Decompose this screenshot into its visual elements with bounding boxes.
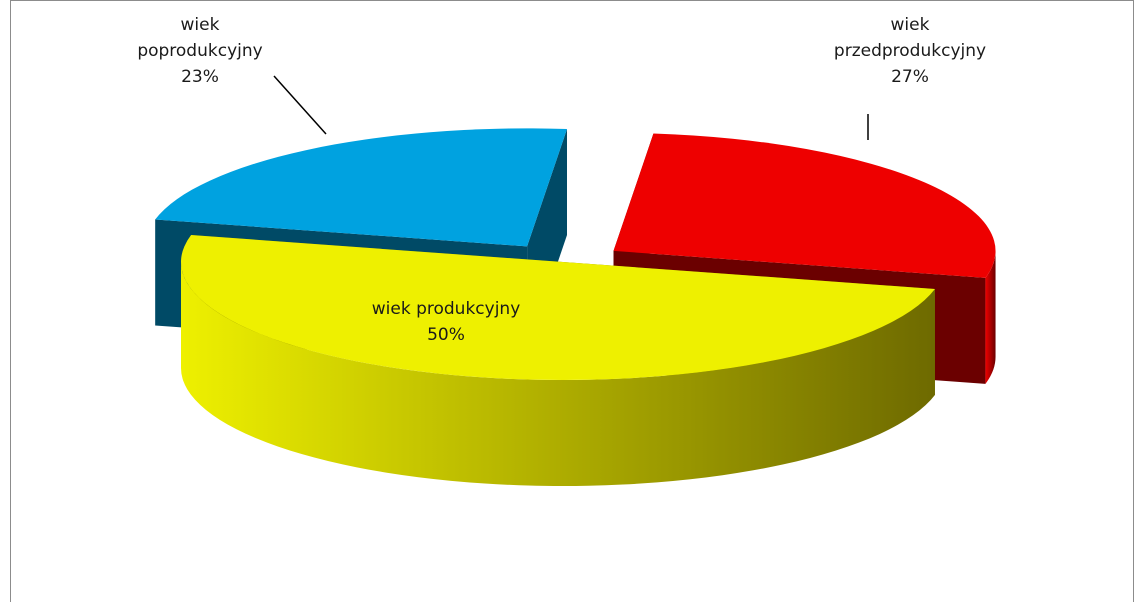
label-wiek-poprodukcyjny: wiek poprodukcyjny 23% [115,12,285,90]
label-line: wiek [890,15,930,35]
label-wiek-przedprodukcyjny: wiek przedprodukcyjny 27% [820,12,1000,90]
label-line: wiek produkcyjny [371,299,521,319]
label-line: wiek [180,15,220,35]
label-line: przedprodukcyjny [833,41,987,61]
leader-line [273,75,327,135]
label-line: poprodukcyjny [137,41,263,61]
label-percent: 23% [181,67,219,87]
label-wiek-produkcyjny: wiek produkcyjny 50% [336,296,556,348]
pie-slice-1 [181,235,935,486]
slice-outer-wall [181,262,935,486]
slice-top-face [613,133,996,278]
label-percent: 27% [891,67,929,87]
slice-top-face [155,128,568,247]
slice-top-face [181,235,935,380]
label-percent: 50% [427,325,465,345]
slice-outer-wall [985,250,996,384]
